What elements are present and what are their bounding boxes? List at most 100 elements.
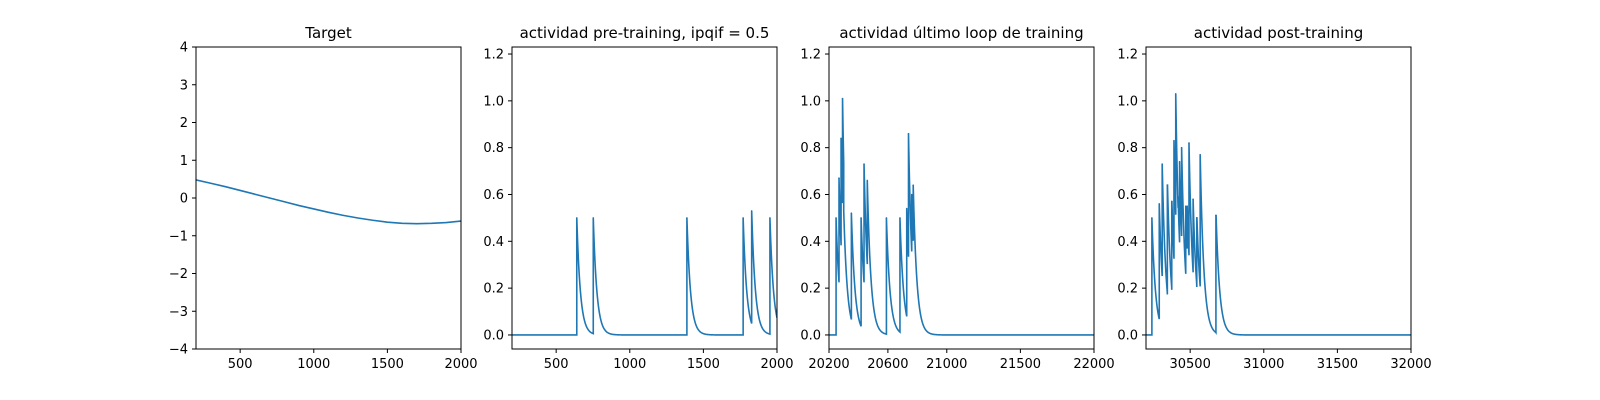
x-tick-label: 1500: [687, 357, 720, 372]
y-tick-label: 0.8: [483, 141, 504, 156]
y-tick-label: 1.2: [1117, 48, 1138, 63]
data-point: [313, 208, 315, 210]
spike-peak-point: [912, 184, 915, 186]
y-tick-label: 0.2: [483, 282, 504, 297]
data-point: [210, 182, 212, 184]
y-tick-label: 1.0: [1117, 94, 1138, 109]
y-tick-label: 0.2: [800, 282, 821, 297]
spike-peak-point: [850, 212, 853, 215]
data-point: [283, 201, 285, 203]
data-point: [386, 221, 388, 223]
y-tick-label: −4: [169, 343, 188, 358]
spike-peak-point: [1199, 153, 1201, 156]
x-tick-label: 20200: [808, 357, 849, 372]
x-tick-label: 21000: [926, 357, 967, 372]
y-tick-label: −1: [169, 229, 188, 244]
y-tick-label: 0: [180, 192, 188, 207]
y-tick-label: 0.4: [800, 235, 821, 250]
y-tick-label: 0.8: [800, 141, 821, 156]
spike-peak-point: [838, 177, 840, 179]
x-tick-label: 1000: [297, 357, 330, 372]
y-tick-label: 0.0: [1117, 328, 1138, 343]
data-point: [239, 189, 241, 192]
x-tick-label: 20600: [867, 357, 908, 372]
x-tick-label: 32000: [1390, 357, 1431, 372]
axes-frame: [511, 46, 778, 350]
y-tick-label: 0.0: [800, 328, 821, 343]
spike-peak-point: [750, 210, 753, 212]
spike-peak-point: [863, 163, 865, 165]
y-tick-label: −3: [169, 305, 188, 320]
y-tick-label: 0.4: [1117, 235, 1138, 250]
x-tick-label: 31500: [1317, 357, 1358, 372]
axes-frame: [195, 46, 462, 350]
spike-peak-point: [905, 207, 908, 210]
y-tick-label: 1.0: [800, 94, 821, 109]
x-tick-label: 31000: [1243, 357, 1284, 372]
chart-panel-3: 20200 20600 21000 21500 22000 0.0 0.2 0.4 0.6 0.8…: [800, 24, 1114, 372]
series-line: [196, 179, 461, 225]
spike-peak-point: [885, 217, 888, 219]
spike-peak-point: [1177, 196, 1179, 198]
data-point: [224, 186, 227, 188]
spike-peak-point: [686, 217, 688, 219]
y-tick-label: 1.0: [483, 94, 504, 109]
spike-peak-point: [1151, 217, 1153, 219]
x-tick-label: 500: [228, 357, 253, 372]
y-tick-label: 0.8: [1117, 141, 1138, 156]
data-point: [254, 193, 256, 195]
spike-peak-point: [1170, 200, 1173, 203]
data-point: [342, 214, 344, 216]
spike-peak-point: [1195, 217, 1198, 219]
spike-peak-point: [1173, 139, 1175, 142]
spike-peak-point: [1178, 160, 1181, 163]
y-tick-label: 0.6: [483, 188, 504, 203]
spike-peak-point: [1188, 142, 1190, 144]
y-tick-label: 2: [180, 116, 188, 131]
spike-peak-point: [575, 217, 578, 219]
chart-panel-1: 500 1000 1500 2000 −4 −3 −2 −1 0 1 2 3 4 Target: [169, 24, 478, 372]
spike-peak-point: [1215, 214, 1217, 217]
y-tick-label: 0.6: [800, 188, 821, 203]
chart-title: Target: [304, 24, 352, 42]
spike-peak-point: [866, 179, 869, 182]
data-point: [298, 204, 300, 207]
spike-peak-point: [840, 137, 842, 140]
series-line: [829, 98, 1094, 336]
chart-panel-2: 500 1000 1500 2000 0.0 0.2 0.4 0.6 0.8 1.0 1.2 acti…: [483, 24, 793, 372]
data-point: [357, 217, 359, 219]
y-tick-label: 1.2: [800, 48, 821, 63]
data-point: [445, 221, 447, 224]
spike-peak-point: [842, 210, 845, 212]
data-point: [372, 219, 374, 221]
data-point: [401, 222, 403, 224]
chart-title: actividad último loop de training: [839, 24, 1083, 42]
spike-peak-point: [742, 217, 744, 219]
spike-peak-point: [1184, 205, 1187, 207]
x-tick-label: 1000: [613, 357, 646, 372]
data-point: [269, 197, 271, 199]
spike-peak-point: [835, 217, 837, 219]
axes-frame: [1145, 46, 1412, 350]
spike-peak-point: [1158, 203, 1161, 205]
y-tick-label: 0.0: [483, 328, 504, 343]
x-tick-label: 1500: [371, 357, 404, 372]
axes-frame: [828, 46, 1095, 350]
y-tick-label: 0.2: [1117, 282, 1138, 297]
y-tick-label: 4: [180, 41, 188, 56]
x-tick-label: 21500: [1000, 357, 1041, 372]
spike-peak-point: [907, 132, 910, 135]
spike-peak-point: [1186, 205, 1189, 207]
y-tick-label: 0.4: [483, 235, 504, 250]
chart-panel-4: 30500 31000 31500 32000 0.0 0.2 0.4 0.6 0.8 1.0 1.…: [1117, 24, 1431, 372]
x-tick-label: 500: [544, 357, 569, 372]
spike-peak-point: [592, 217, 595, 219]
spike-peak-point: [1166, 184, 1169, 186]
x-tick-label: 30500: [1169, 357, 1210, 372]
chart-title: actividad post-training: [1194, 24, 1363, 42]
series-line: [1146, 93, 1411, 336]
y-tick-label: 1: [180, 154, 188, 169]
spike-peak-point: [1180, 146, 1183, 149]
spike-peak-point: [910, 193, 913, 196]
